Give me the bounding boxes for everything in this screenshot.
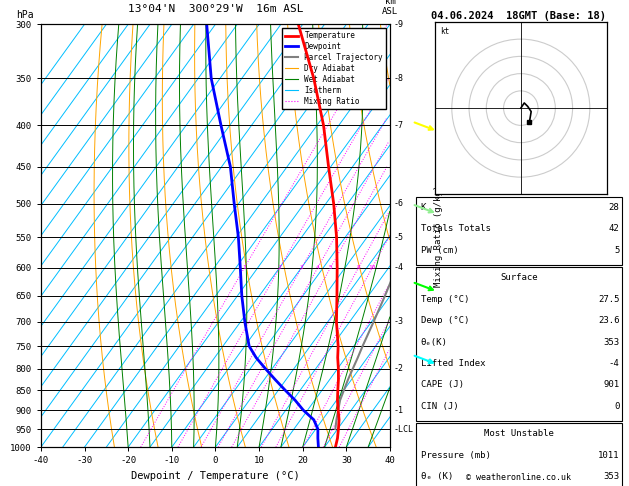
X-axis label: Dewpoint / Temperature (°C): Dewpoint / Temperature (°C) xyxy=(131,471,300,481)
Text: 901: 901 xyxy=(603,381,620,389)
Text: 13°04'N  300°29'W  16m ASL: 13°04'N 300°29'W 16m ASL xyxy=(128,4,303,14)
Text: -6: -6 xyxy=(394,199,403,208)
Text: 04.06.2024  18GMT (Base: 18): 04.06.2024 18GMT (Base: 18) xyxy=(431,11,606,21)
Text: km
ASL: km ASL xyxy=(382,0,398,16)
Text: -5: -5 xyxy=(394,233,403,242)
Bar xyxy=(416,197,621,265)
Text: K: K xyxy=(421,203,426,212)
Text: -4: -4 xyxy=(394,263,403,272)
Text: -3: -3 xyxy=(394,317,403,327)
Text: 0: 0 xyxy=(614,402,620,411)
Text: Dewp (°C): Dewp (°C) xyxy=(421,316,469,325)
Text: Totals Totals: Totals Totals xyxy=(421,225,491,233)
Bar xyxy=(416,267,621,421)
Text: hPa: hPa xyxy=(16,10,34,20)
Text: Most Unstable: Most Unstable xyxy=(484,430,554,438)
Text: © weatheronline.co.uk: © weatheronline.co.uk xyxy=(467,473,571,482)
Text: Pressure (mb): Pressure (mb) xyxy=(421,451,491,460)
Text: 28: 28 xyxy=(609,203,620,212)
Text: PW (cm): PW (cm) xyxy=(421,246,458,255)
Text: 4: 4 xyxy=(316,265,320,270)
Text: θₑ(K): θₑ(K) xyxy=(421,338,447,347)
Text: 42: 42 xyxy=(609,225,620,233)
Text: -4: -4 xyxy=(609,359,620,368)
Text: 1011: 1011 xyxy=(598,451,620,460)
Text: 353: 353 xyxy=(603,472,620,481)
Text: -9: -9 xyxy=(394,20,403,29)
Text: 23.6: 23.6 xyxy=(598,316,620,325)
Text: kt: kt xyxy=(440,27,449,36)
Legend: Temperature, Dewpoint, Parcel Trajectory, Dry Adiabat, Wet Adiabat, Isotherm, Mi: Temperature, Dewpoint, Parcel Trajectory… xyxy=(282,28,386,109)
Text: 3: 3 xyxy=(300,265,304,270)
Text: 353: 353 xyxy=(603,338,620,347)
Text: θₑ (K): θₑ (K) xyxy=(421,472,453,481)
Text: 10: 10 xyxy=(369,265,376,270)
Text: Lifted Index: Lifted Index xyxy=(421,359,485,368)
Text: Mixing Ratio (g/kg): Mixing Ratio (g/kg) xyxy=(435,185,443,287)
Text: -8: -8 xyxy=(394,74,403,83)
Text: -LCL: -LCL xyxy=(394,425,413,434)
Text: -2: -2 xyxy=(394,364,403,373)
Text: Temp (°C): Temp (°C) xyxy=(421,295,469,304)
Text: 5: 5 xyxy=(614,246,620,255)
Text: 8: 8 xyxy=(357,265,360,270)
Text: 1: 1 xyxy=(243,265,247,270)
Text: 27.5: 27.5 xyxy=(598,295,620,304)
Text: CIN (J): CIN (J) xyxy=(421,402,458,411)
Text: -1: -1 xyxy=(394,406,403,415)
Text: 2: 2 xyxy=(278,265,282,270)
Bar xyxy=(416,423,621,486)
Text: -7: -7 xyxy=(394,121,403,130)
Text: Surface: Surface xyxy=(500,274,538,282)
Text: 5: 5 xyxy=(328,265,332,270)
Text: CAPE (J): CAPE (J) xyxy=(421,381,464,389)
